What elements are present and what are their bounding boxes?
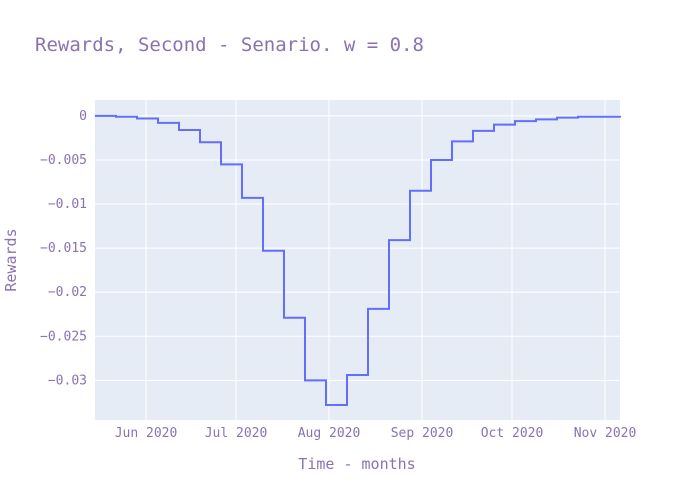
x-tick-label: Jun 2020 [115,426,178,441]
y-tick-label: −0.02 [48,285,87,300]
x-tick-label: Nov 2020 [574,426,637,441]
y-tick-label: −0.025 [40,329,87,344]
x-axis-title: Time - months [298,455,415,473]
series-layer [95,114,621,407]
y-tick-label: −0.005 [40,153,87,168]
gridlines [95,100,620,420]
series-line-0 [95,114,621,407]
y-tick-label: −0.03 [48,373,87,388]
x-axis-ticks: Jun 2020 Jul 2020 Aug 2020 Sep 2020 Oct 2020… [115,426,637,441]
x-tick-label: Jul 2020 [205,426,268,441]
chart-title: Rewards, Second - Senario. w = 0.8 [35,34,424,56]
y-axis-ticks: 0 −0.005 −0.01 −0.015 −0.02 −0.025 −0.03 [40,109,87,388]
plot-area [95,100,620,420]
x-tick-label: Sep 2020 [391,426,454,441]
y-axis-title: Rewards [2,228,20,291]
y-tick-label: 0 [79,109,87,124]
y-tick-label: −0.01 [48,197,87,212]
x-tick-label: Oct 2020 [481,426,544,441]
x-tick-label: Aug 2020 [298,426,361,441]
y-tick-label: −0.015 [40,241,87,256]
